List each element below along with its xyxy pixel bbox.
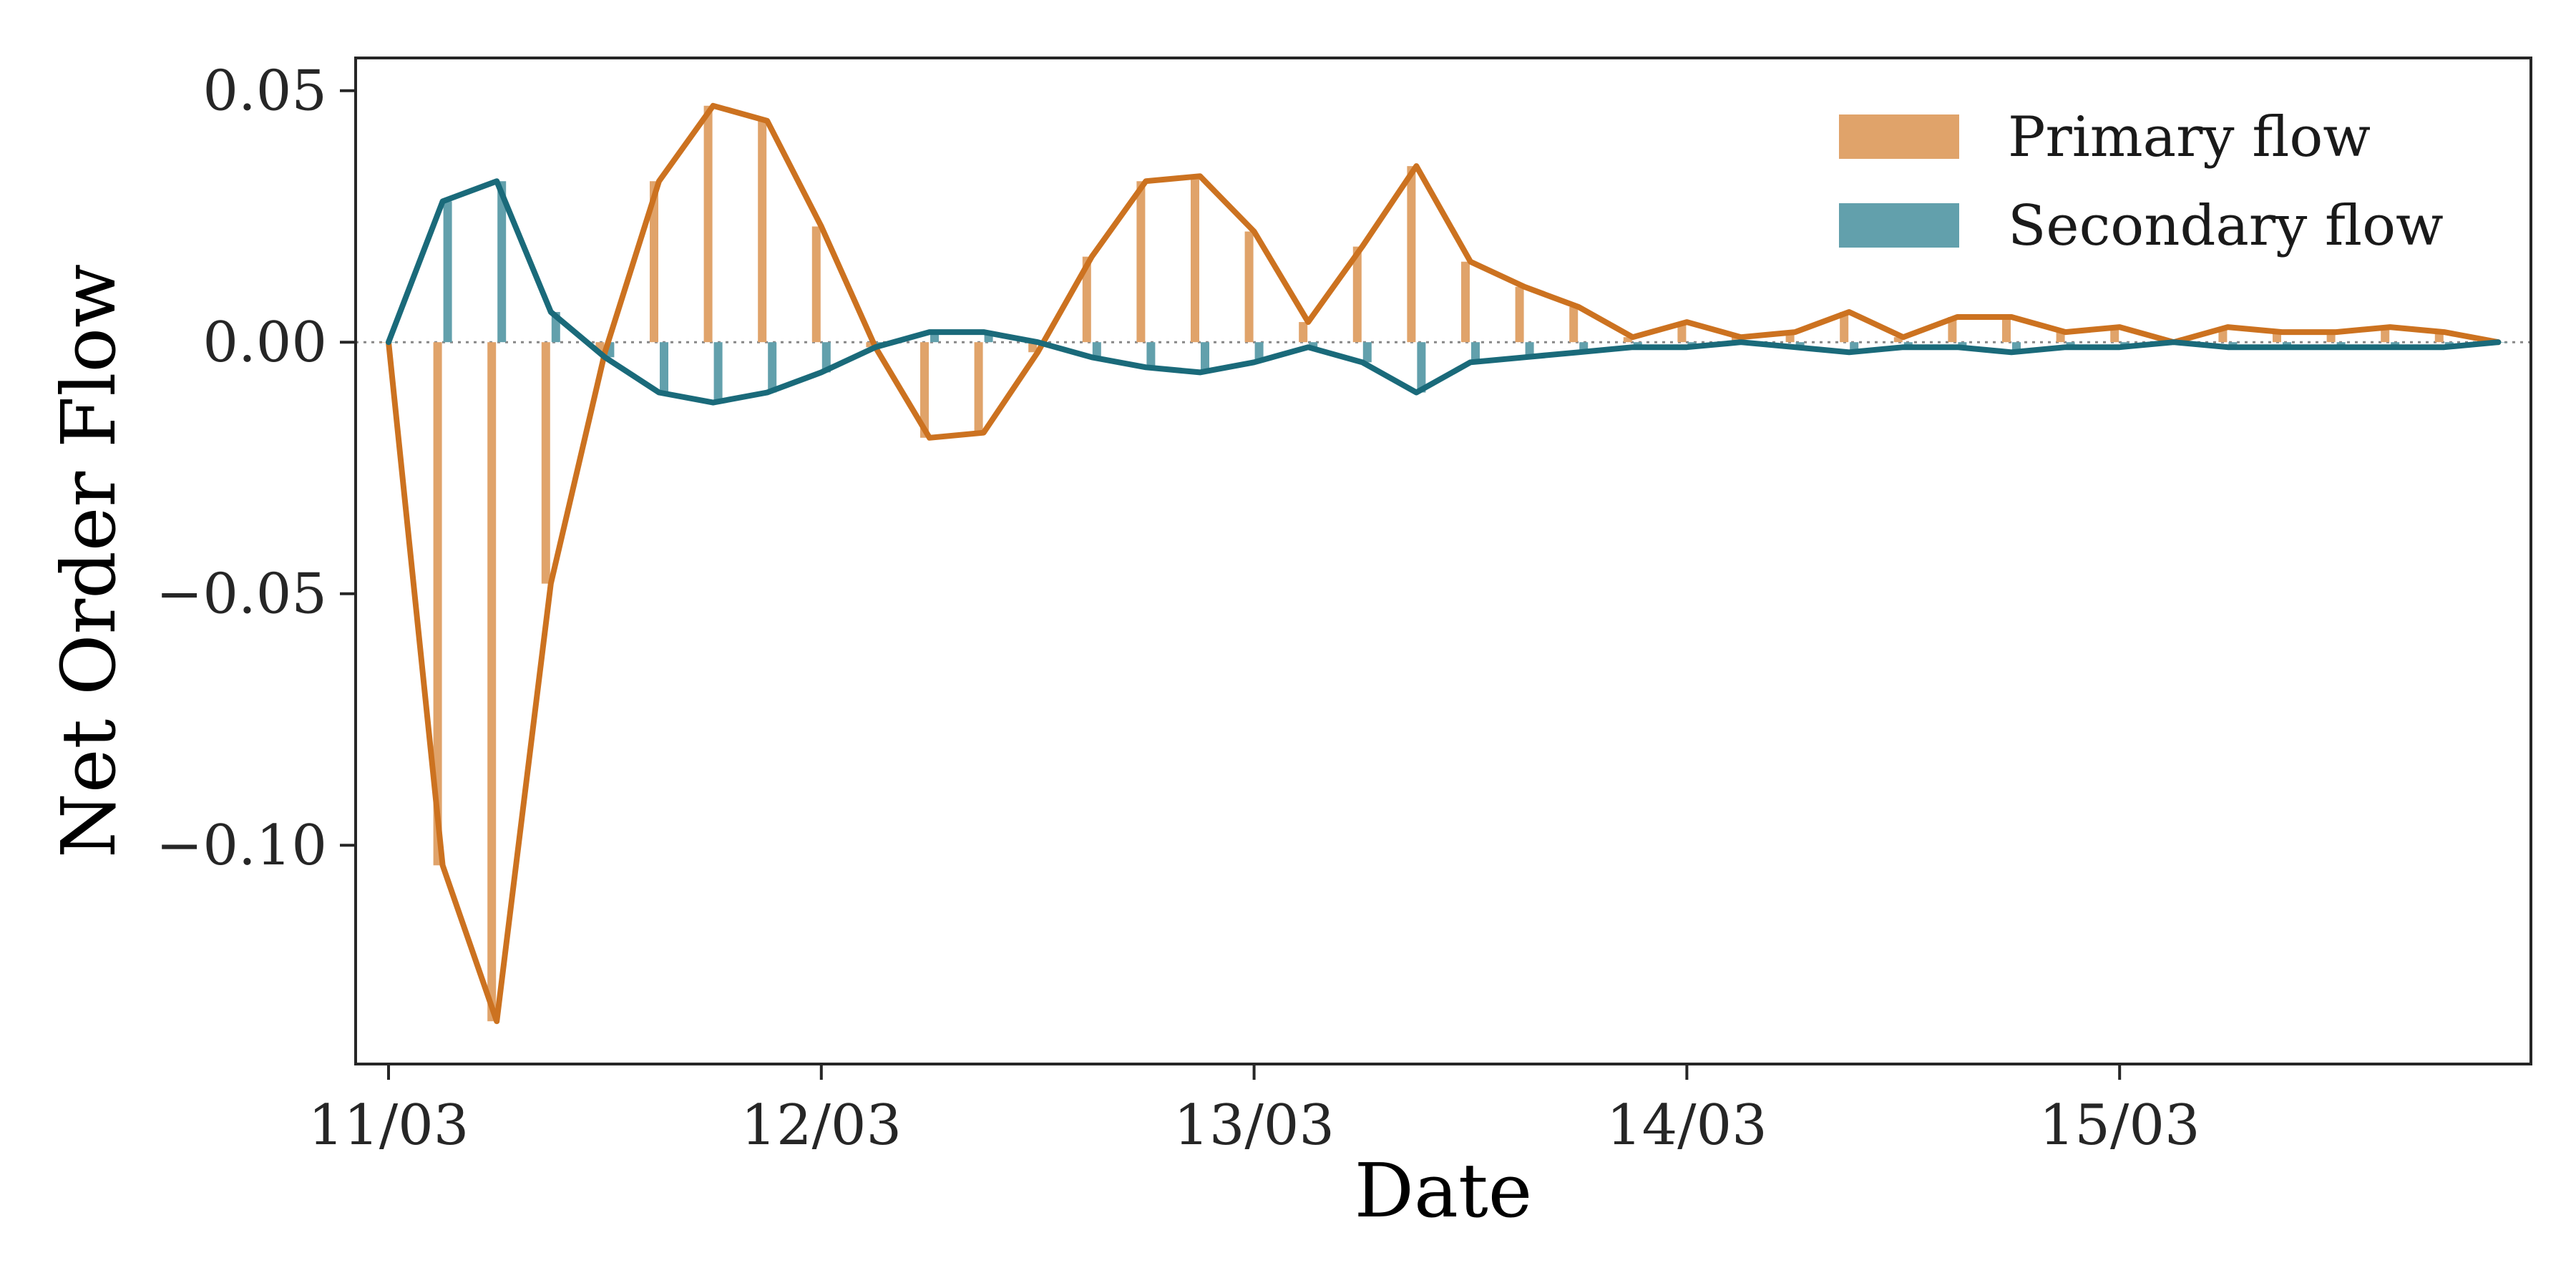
bar-primary-15 [1191,176,1199,343]
bar-secondary-17 [1309,342,1318,348]
x-tick-label-3: 14/03 [1606,1093,1767,1158]
bar-primary-32 [2110,327,2119,343]
bar-primary-19 [1407,166,1416,343]
bar-secondary-39 [2499,342,2508,343]
bar-primary-7 [758,120,767,343]
bar-secondary-16 [1254,342,1264,363]
bar-secondary-29 [1958,342,1967,348]
bar-primary-9 [866,342,875,348]
y-axis: 0.05 0.00 −0.05 −0.10 [156,59,356,878]
legend-swatch-primary [1839,114,1959,159]
bar-primary-21 [1515,286,1524,343]
bar-primary-29 [1948,317,1957,343]
legend-label-primary: Primary flow [2008,105,2371,170]
legend-swatch-secondary [1839,203,1959,248]
x-tick-label-4: 15/03 [2039,1093,2200,1158]
bar-primary-25 [1732,337,1740,343]
bar-primary-24 [1677,322,1687,343]
bar-primary-27 [1840,312,1849,343]
bar-primary-10 [920,342,929,438]
bar-primary-18 [1352,246,1362,343]
bar-secondary-18 [1362,342,1372,363]
bar-secondary-5 [660,342,668,393]
y-axis-title: Net Order Flow [45,264,132,858]
legend-label-secondary: Secondary flow [2008,194,2444,258]
bar-primary-0 [379,342,388,343]
bar-primary-8 [811,226,821,343]
bar-primary-2 [487,342,497,1022]
x-axis: 11/03 12/03 13/03 14/03 15/03 [308,1064,2200,1158]
bar-secondary-6 [713,342,723,403]
plot-area [354,57,2532,1065]
bar-primary-12 [1028,342,1038,353]
legend: Primary flow Secondary flow [1839,105,2444,258]
bar-primary-37 [2381,327,2390,343]
bar-secondary-0 [389,342,398,343]
y-tick-label-0: 0.05 [203,59,327,124]
bar-secondary-13 [1092,342,1101,358]
x-tick-label-0: 11/03 [308,1093,469,1158]
bar-primary-13 [1082,256,1091,343]
bar-primary-5 [650,181,658,343]
bars-layer [379,105,2508,1022]
bar-primary-20 [1461,261,1470,343]
bar-primary-22 [1569,306,1579,343]
bar-primary-31 [2056,332,2065,343]
plot-frame [354,57,2532,1065]
bar-secondary-8 [821,342,831,373]
y-tick-label-1: 0.00 [203,311,327,375]
bar-primary-11 [974,342,983,433]
bar-secondary-14 [1146,342,1156,368]
bar-primary-3 [541,342,550,584]
bar-secondary-1 [443,201,452,343]
bar-secondary-15 [1201,342,1209,373]
primary-flow-line [386,102,2502,1025]
bar-secondary-26 [1795,342,1805,348]
x-axis-title: Date [1355,1147,1533,1234]
bar-primary-16 [1244,231,1254,343]
bar-primary-14 [1136,181,1146,343]
bar-secondary-2 [497,181,507,343]
bar-primary-23 [1623,337,1632,343]
bar-primary-1 [433,342,442,866]
bar-secondary-19 [1417,342,1426,393]
secondary-flow-line [386,178,2502,406]
y-tick-label-3: −0.10 [156,814,327,878]
bar-secondary-21 [1525,342,1534,358]
x-tick-label-1: 12/03 [741,1093,902,1158]
bar-primary-6 [703,105,713,343]
lines-layer [386,102,2502,1025]
x-tick-label-2: 13/03 [1174,1093,1335,1158]
bar-secondary-7 [768,342,777,393]
bar-secondary-20 [1471,342,1480,363]
bar-primary-17 [1299,322,1308,343]
bar-primary-30 [2002,317,2011,343]
bar-primary-28 [1893,337,1903,343]
y-tick-label-2: −0.05 [156,562,327,627]
